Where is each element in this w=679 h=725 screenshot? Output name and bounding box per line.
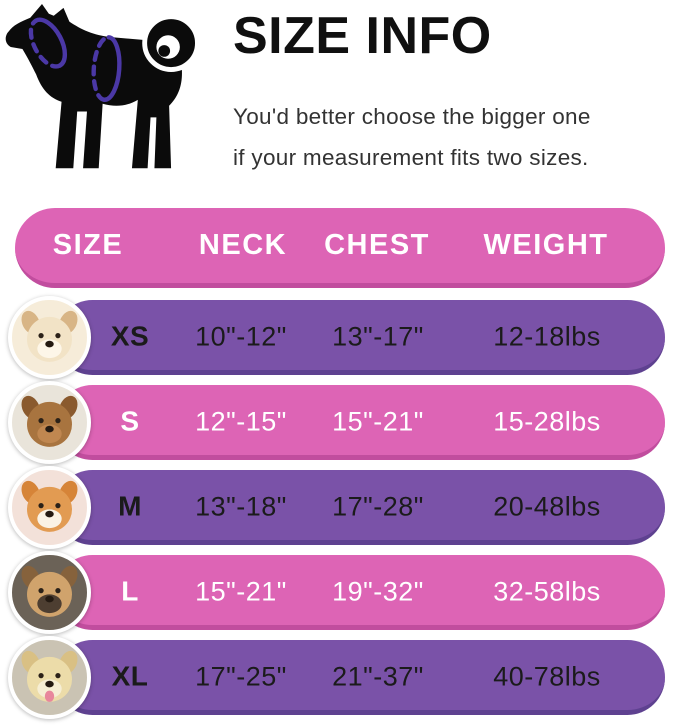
hero-text: SIZE INFO You'd better choose the bigger… xyxy=(233,8,673,178)
chest-value: 13"-17" xyxy=(332,320,424,351)
table-header: SIZE NECK CHEST WEIGHT xyxy=(15,208,665,288)
chest-value: 17"-28" xyxy=(332,490,424,521)
subtitle-line-1: You'd better choose the bigger one xyxy=(233,104,591,129)
dog-measurement-illustration xyxy=(5,4,200,169)
dog-avatar-illustration xyxy=(21,480,78,532)
dog-photo-shiba-inu xyxy=(8,466,91,549)
size-value: XL xyxy=(111,660,149,692)
neck-value: 17"-25" xyxy=(195,660,287,691)
dog-photo-toy-poodle xyxy=(8,381,91,464)
size-value: S xyxy=(120,405,140,437)
weight-value: 32-58lbs xyxy=(493,575,601,606)
dog-avatar-illustration xyxy=(21,565,78,617)
size-value: L xyxy=(121,575,139,607)
page-title: SIZE INFO xyxy=(233,7,492,65)
dog-photo-pomeranian xyxy=(8,296,91,379)
weight-value: 12-18lbs xyxy=(493,320,601,351)
column-header-size: SIZE xyxy=(52,229,124,261)
table-row: S 12"-15" 15"-21" 15-28lbs xyxy=(0,381,679,464)
chest-value: 15"-21" xyxy=(332,405,424,436)
neck-value: 13"-18" xyxy=(195,490,287,521)
table-row: L 15"-21" 19"-32" 32-58lbs xyxy=(0,551,679,634)
chest-value: 21"-37" xyxy=(332,660,424,691)
row-pill xyxy=(55,555,665,630)
table-row: XL 17"-25" 21"-37" 40-78lbs xyxy=(0,636,679,719)
dog-avatar-illustration xyxy=(21,395,78,447)
dog-photo-labrador xyxy=(8,636,91,719)
neck-value: 12"-15" xyxy=(195,405,287,436)
chest-value: 19"-32" xyxy=(332,575,424,606)
weight-value: 40-78lbs xyxy=(493,660,601,691)
neck-value: 15"-21" xyxy=(195,575,287,606)
row-pill xyxy=(55,470,665,545)
subtitle-line-2: if your measurement fits two sizes. xyxy=(233,145,589,170)
column-header-weight: WEIGHT xyxy=(483,229,609,261)
dog-avatar-illustration xyxy=(21,650,78,702)
row-pill xyxy=(55,300,665,375)
row-pill xyxy=(55,385,665,460)
hero-section: SIZE INFO You'd better choose the bigger… xyxy=(0,0,679,200)
neck-value: 10"-12" xyxy=(195,320,287,351)
size-value: XS xyxy=(110,320,150,352)
weight-value: 20-48lbs xyxy=(493,490,601,521)
column-header-neck: NECK xyxy=(198,229,288,261)
dog-photo-french-bulldog xyxy=(8,551,91,634)
curled-tail xyxy=(142,14,200,72)
table-row: M 13"-18" 17"-28" 20-48lbs xyxy=(0,466,679,549)
column-header-chest: CHEST xyxy=(324,229,430,261)
chest-measurement-loop xyxy=(91,35,122,102)
dog-avatar-illustration xyxy=(21,310,78,362)
neck-measurement-loop xyxy=(28,17,68,69)
size-value: M xyxy=(118,490,142,522)
row-pill xyxy=(55,640,665,715)
table-row: XS 10"-12" 13"-17" 12-18lbs xyxy=(0,296,679,379)
weight-value: 15-28lbs xyxy=(493,405,601,436)
